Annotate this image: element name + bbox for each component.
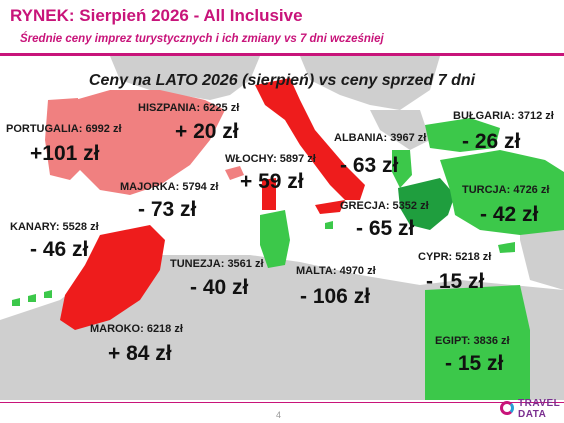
land-europe-france xyxy=(110,56,260,100)
delta-grecja: - 65 zł xyxy=(356,217,415,240)
page-number: 4 xyxy=(276,410,282,420)
delta-egipt: - 15 zł xyxy=(445,352,504,375)
delta-albania: - 63 zł xyxy=(340,154,399,177)
region-greece xyxy=(398,178,455,230)
label-turcja: TURCJA: 4726 zł xyxy=(462,184,550,196)
region-tunisia xyxy=(260,210,290,268)
price-map xyxy=(0,56,564,400)
delta-wlochy: + 59 zł xyxy=(240,170,304,193)
region-bulgaria xyxy=(425,118,500,152)
label-wlochy: WŁOCHY: 5897 zł xyxy=(225,153,316,165)
label-portugalia: PORTUGALIA: 6992 zł xyxy=(6,123,122,135)
report-title: RYNEK: Sierpień 2026 - All Inclusive xyxy=(10,6,303,25)
label-grecja: GRECJA: 5352 zł xyxy=(340,200,429,212)
label-tunezja: TUNEZJA: 3561 zł xyxy=(170,258,264,270)
header-divider xyxy=(0,53,564,56)
travel-data-logo: TRAVEL DATA xyxy=(500,398,560,422)
label-egipt: EGIPT: 3836 zł xyxy=(435,335,510,347)
logo-line2: DATA xyxy=(518,409,547,420)
delta-bulgaria: - 26 zł xyxy=(462,130,521,153)
label-malta: MALTA: 4970 zł xyxy=(296,265,376,277)
map-shapes xyxy=(0,56,564,400)
land-balkans xyxy=(370,110,430,150)
label-bulgaria: BUŁGARIA: 3712 zł xyxy=(453,110,554,122)
label-kanary: KANARY: 5528 zł xyxy=(10,221,99,233)
delta-cypr: - 15 zł xyxy=(426,270,485,293)
region-portugal xyxy=(45,98,82,180)
label-hiszpania: HISZPANIA: 6225 zł xyxy=(138,102,240,114)
land-europe-central xyxy=(300,56,440,110)
map-title: Ceny na LATO 2026 (sierpień) vs ceny spr… xyxy=(88,72,476,89)
region-albania xyxy=(392,150,412,188)
delta-tunezja: - 40 zł xyxy=(190,276,249,299)
label-majorka: MAJORKA: 5794 zł xyxy=(120,181,219,193)
delta-majorka: - 73 zł xyxy=(138,198,197,221)
delta-malta: - 106 zł xyxy=(300,285,371,308)
label-maroko: MAROKO: 6218 zł xyxy=(90,323,183,335)
report-subtitle: Średnie ceny imprez turystycznych i ich … xyxy=(20,33,384,45)
region-cyprus xyxy=(498,242,515,253)
region-italy xyxy=(255,78,365,200)
region-morocco xyxy=(60,225,165,330)
label-cypr: CYPR: 5218 zł xyxy=(418,251,492,263)
region-turkey xyxy=(440,150,564,235)
logo-ring-icon xyxy=(500,401,514,415)
delta-maroko: + 84 zł xyxy=(108,342,172,365)
region-spain xyxy=(75,90,225,195)
region-egypt xyxy=(425,285,530,400)
region-majorca xyxy=(225,166,244,180)
region-sicily xyxy=(315,200,345,214)
logo-line1: TRAVEL xyxy=(518,398,561,409)
region-sardinia xyxy=(262,178,276,210)
delta-portugalia: +101 zł xyxy=(30,142,100,165)
region-canaries xyxy=(12,290,52,306)
footer-divider xyxy=(0,402,564,403)
delta-hiszpania: + 20 zł xyxy=(175,120,239,143)
delta-kanary: - 46 zł xyxy=(30,238,89,261)
label-albania: ALBANIA: 3967 zł xyxy=(334,132,427,144)
region-malta xyxy=(325,221,333,229)
delta-turcja: - 42 zł xyxy=(480,203,539,226)
